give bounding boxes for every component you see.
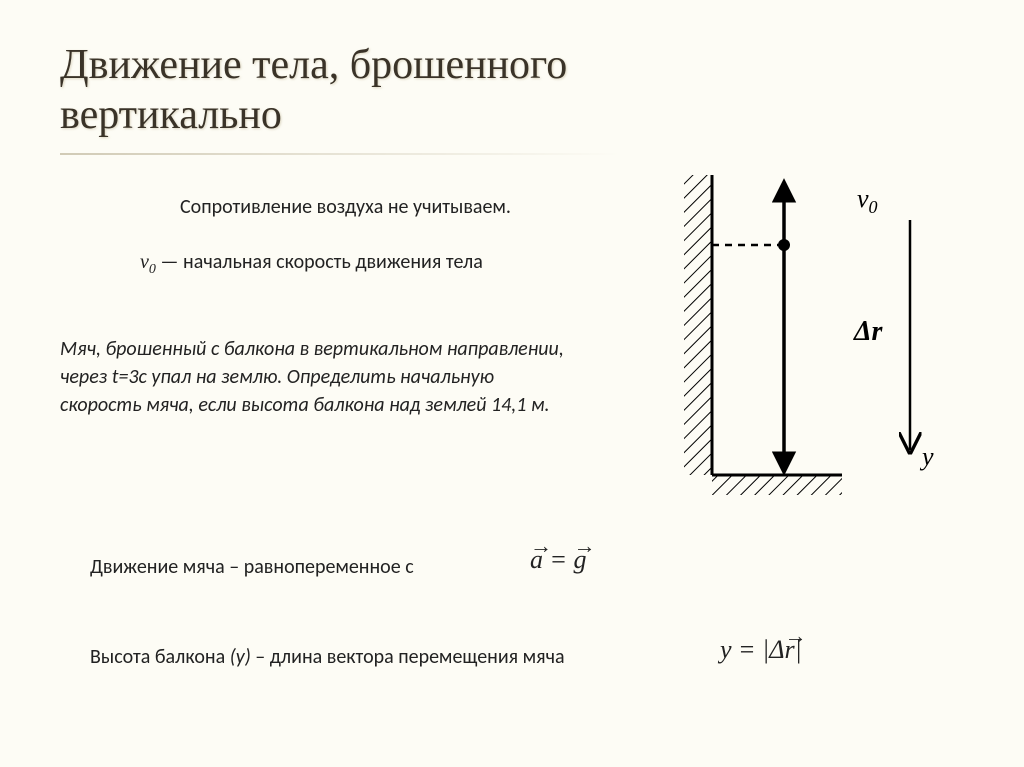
v0-symbol: v0 — [140, 251, 156, 273]
height-y-symbol: (y) — [230, 645, 251, 669]
vector-g: g — [574, 545, 587, 575]
initial-velocity-definition: v0 — начальная скорость движения тела — [140, 250, 483, 278]
height-pre: Высота балкона — [90, 645, 230, 669]
v0-v: v — [140, 251, 149, 273]
motion-description: Движение мяча – равнопеременное с — [90, 555, 414, 579]
vector-a: a — [530, 545, 543, 575]
v0-subscript: 0 — [149, 262, 156, 277]
air-resistance-note: Сопротивление воздуха не учитываем. — [180, 195, 511, 219]
eq2-delta: Δ — [769, 635, 784, 664]
title-underline — [60, 153, 620, 155]
eq2-vector-r: r — [785, 635, 795, 665]
equation-a-equals-g: a = g — [530, 545, 587, 575]
equation-y-displacement: y = |Δr| — [720, 635, 802, 665]
balcony-diagram: v0 Δr y — [674, 165, 954, 505]
v0-description: — начальная скорость движения тела — [156, 250, 483, 274]
problem-statement: Мяч, брошенный с балкона в вертикальном … — [60, 335, 580, 419]
slide-title: Движение тела, брошенного вертикально — [60, 40, 964, 141]
wall-hatch — [684, 175, 712, 475]
ground-hatch — [712, 475, 842, 495]
y-axis-label: y — [919, 442, 934, 471]
height-post: – длина вектора перемещения мяча — [251, 645, 565, 669]
eq2-y: y — [720, 635, 732, 664]
content-area: Сопротивление воздуха не учитываем. v0 —… — [60, 195, 964, 755]
title-line-2: вертикально — [60, 92, 282, 138]
delta-r-label: Δr — [853, 316, 884, 347]
title-line-1: Движение тела, брошенного — [60, 42, 567, 88]
v0-label: v0 — [857, 184, 878, 217]
balcony-height-description: Высота балкона (y) – длина вектора перем… — [90, 645, 565, 669]
eq2-equals-bar: = | — [732, 635, 770, 664]
